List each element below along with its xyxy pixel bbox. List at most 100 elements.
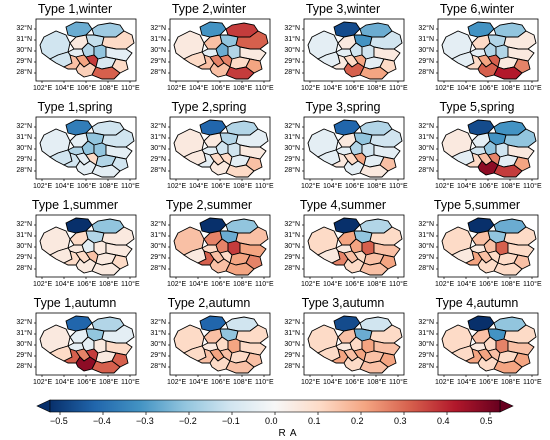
- map-panel: Type 3,spring 32°N 31°N 30°N 29°N 28°N 102°E 10…: [278, 100, 408, 196]
- map-panel-title: Type 4,summer: [299, 198, 387, 212]
- map-region: [468, 218, 494, 233]
- x-tick-label: 106°E: [345, 379, 365, 386]
- x-tick-label: 108°E: [233, 281, 253, 288]
- map-region: [360, 67, 388, 79]
- x-tick-label: 102°E: [167, 85, 187, 92]
- x-tick-label: 110°E: [389, 281, 408, 288]
- x-tick-label: 106°E: [345, 85, 365, 92]
- map-region: [200, 316, 226, 331]
- map-region: [494, 263, 522, 275]
- map-svg: [168, 116, 271, 181]
- colorbar-extend-max: [499, 399, 514, 413]
- y-tick-label: 32°N: [16, 25, 32, 32]
- x-tick-label: 106°E: [77, 183, 97, 190]
- x-tick-label: 102°E: [167, 281, 187, 288]
- colorbar-tick-label: −0.1: [222, 416, 240, 426]
- map-region: [226, 67, 254, 79]
- y-tick-label: 30°N: [418, 145, 434, 152]
- map-regions: [308, 120, 402, 177]
- x-tick-label: 106°E: [211, 183, 231, 190]
- map-panel: Type 2,winter 32°N 31°N 30°N 29°N 28°N 102°E 10…: [144, 2, 274, 98]
- x-tick-label: 104°E: [189, 183, 209, 190]
- y-tick-label: 30°N: [284, 145, 300, 152]
- map-regions: [308, 218, 402, 275]
- map-region: [334, 218, 360, 233]
- map-region: [200, 120, 226, 135]
- y-tick-label: 31°N: [16, 36, 32, 43]
- y-tick-label: 29°N: [418, 58, 434, 65]
- colorbar-label: R A: [278, 428, 298, 439]
- y-tick-label: 30°N: [284, 47, 300, 54]
- x-tick-label: 106°E: [479, 183, 499, 190]
- map-svg: [436, 116, 539, 181]
- map-panel: Type 3,autumn 32°N 31°N 30°N 29°N 28°N 102°E 10…: [278, 296, 408, 392]
- x-tick-label: 110°E: [523, 85, 542, 92]
- map-regions: [174, 316, 268, 373]
- x-tick-label: 104°E: [55, 183, 75, 190]
- x-tick-label: 102°E: [33, 379, 53, 386]
- x-tick-label: 102°E: [167, 183, 187, 190]
- y-tick-label: 30°N: [16, 47, 32, 54]
- x-tick-label: 102°E: [435, 379, 455, 386]
- y-tick-label: 28°N: [284, 363, 300, 370]
- map-region: [494, 361, 522, 373]
- map-panel-title: Type 1,summer: [31, 198, 119, 212]
- x-tick-label: 110°E: [121, 85, 140, 92]
- y-tick-label: 31°N: [418, 232, 434, 239]
- x-tick-label: 110°E: [389, 85, 408, 92]
- x-tick-label: 108°E: [501, 281, 521, 288]
- map-panel: Type 1,autumn 32°N 31°N 30°N 29°N 28°N 102°E 10…: [10, 296, 140, 392]
- map-panel: Type 1,summer 32°N 31°N 30°N 29°N 28°N 102°E 10…: [10, 198, 140, 294]
- y-tick-label: 28°N: [150, 69, 166, 76]
- x-tick-label: 106°E: [77, 281, 97, 288]
- y-tick-label: 32°N: [16, 123, 32, 130]
- map-plot-area: 32°N 31°N 30°N 29°N 28°N 102°E 104°E 106°E 108°E…: [412, 116, 542, 196]
- y-tick-label: 28°N: [16, 69, 32, 76]
- x-tick-label: 106°E: [77, 379, 97, 386]
- map-svg: [436, 18, 539, 83]
- y-tick-label: 28°N: [150, 167, 166, 174]
- map-regions: [40, 120, 134, 177]
- map-svg: [168, 214, 271, 279]
- colorbar: −0.5 −0.4 −0.3 −0.2 −0.1 0.0 0.1 0.2 0.3 0.4 0.5 R…: [36, 394, 514, 440]
- map-panel: Type 4,summer 32°N 31°N 30°N 29°N 28°N 102°E 10…: [278, 198, 408, 294]
- y-tick-label: 28°N: [16, 265, 32, 272]
- map-regions: [308, 22, 402, 79]
- map-panel: Type 2,summer 32°N 31°N 30°N 29°N 28°N 102°E 10…: [144, 198, 274, 294]
- map-regions: [174, 22, 268, 79]
- colorbar-bar: [36, 399, 514, 415]
- y-tick-label: 29°N: [284, 156, 300, 163]
- x-tick-label: 102°E: [33, 281, 53, 288]
- y-tick-label: 32°N: [418, 221, 434, 228]
- y-tick-label: 32°N: [284, 319, 300, 326]
- x-tick-label: 102°E: [33, 85, 53, 92]
- map-region: [92, 67, 120, 79]
- y-tick-label: 30°N: [284, 341, 300, 348]
- map-regions: [174, 120, 268, 177]
- map-region: [66, 22, 92, 37]
- map-region: [334, 120, 360, 135]
- map-region: [360, 263, 388, 275]
- map-plot-area: 32°N 31°N 30°N 29°N 28°N 102°E 104°E 106°E 108°E…: [10, 214, 140, 294]
- x-tick-label: 104°E: [457, 379, 477, 386]
- y-tick-label: 31°N: [284, 330, 300, 337]
- colorbar-tick-label: 0.5: [480, 416, 493, 426]
- map-region: [66, 120, 92, 135]
- map-region: [360, 165, 388, 177]
- y-tick-label: 30°N: [418, 243, 434, 250]
- y-tick-label: 29°N: [284, 58, 300, 65]
- map-svg: [302, 116, 405, 181]
- map-panel-title: Type 6,winter: [439, 2, 515, 16]
- map-region: [226, 165, 254, 177]
- y-tick-label: 31°N: [150, 232, 166, 239]
- y-tick-label: 28°N: [284, 69, 300, 76]
- map-panel: Type 2,spring 32°N 31°N 30°N 29°N 28°N 102°E 10…: [144, 100, 274, 196]
- x-tick-label: 108°E: [501, 183, 521, 190]
- map-regions: [40, 22, 134, 79]
- colorbar-tick-label: 0.2: [351, 416, 364, 426]
- colorbar-extend-min: [36, 399, 51, 413]
- map-regions: [442, 316, 536, 373]
- colorbar-tick-label: −0.3: [136, 416, 154, 426]
- map-panel-title: Type 5,summer: [433, 198, 521, 212]
- x-tick-label: 102°E: [301, 85, 321, 92]
